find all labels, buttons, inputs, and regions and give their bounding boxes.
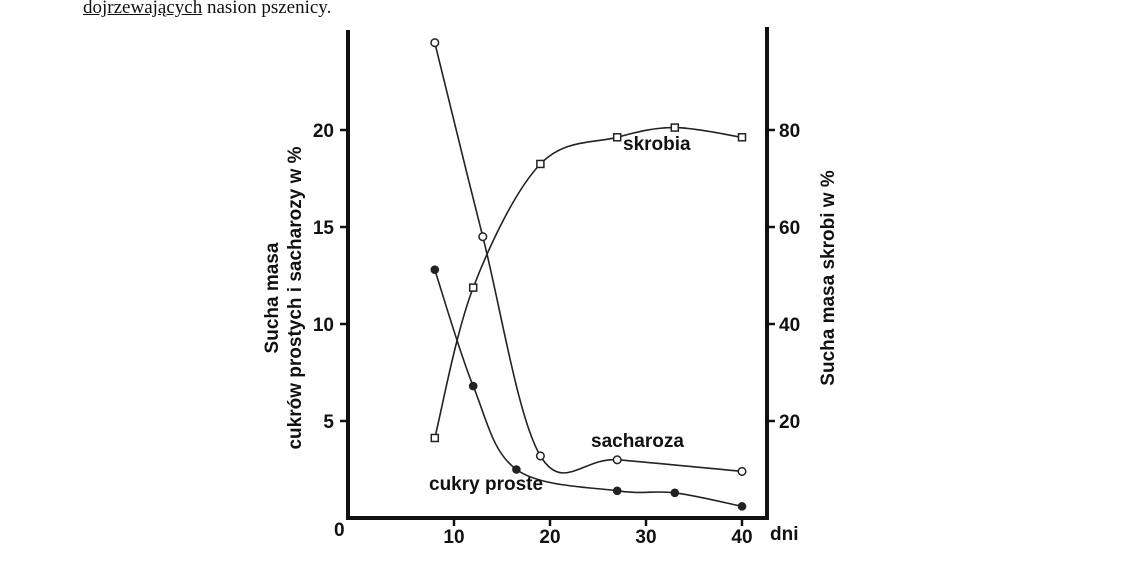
point-sacharoza (478, 232, 488, 242)
point-sacharoza (737, 466, 747, 476)
right-tick-label: 20 (779, 412, 800, 433)
x-unit-label: dni (770, 524, 799, 545)
x-tick-label: 40 (731, 527, 752, 548)
caption-underlined-word: dojrzewających (83, 0, 203, 18)
series-markers (430, 38, 747, 511)
figure-caption: dojrzewających nasion pszenicy. (83, 0, 331, 19)
left-tick-label: 15 (313, 218, 335, 239)
series-line-sacharoza (434, 42, 743, 474)
point-skrobia (536, 159, 545, 169)
point-sacharoza (535, 451, 545, 461)
caption-rest: nasion pszenicy. (202, 0, 332, 18)
left-tick-label: 20 (313, 121, 334, 142)
left-tick-label: 10 (313, 315, 334, 336)
point-sacharoza (612, 455, 622, 465)
point-sacharoza (430, 38, 440, 48)
point-cukry-proste (670, 488, 680, 498)
point-skrobia (612, 133, 622, 142)
right-axis-title: Sucha masa skrobi w % (818, 170, 839, 386)
point-cukry-proste (468, 381, 478, 391)
x-tick-label: 30 (635, 527, 656, 548)
point-skrobia (468, 283, 478, 292)
left-tick-label: 5 (323, 412, 334, 433)
series-lines (434, 42, 743, 508)
point-skrobia (737, 133, 747, 142)
left-axis-title-line1: Sucha masa (262, 242, 283, 353)
right-tick-label: 40 (779, 315, 800, 336)
point-cukry-proste (612, 486, 622, 496)
point-cukry-proste (430, 265, 440, 274)
axes: 5 10 15 20 20 40 60 80 10 20 30 40 (313, 27, 800, 548)
point-cukry-proste (512, 465, 521, 474)
x-tick-label: 10 (443, 527, 464, 548)
series-label-skrobia: skrobia (623, 134, 691, 155)
point-cukry-proste (737, 502, 747, 511)
right-tick-label: 60 (779, 218, 800, 239)
left-axis-title-line2: cukrów prostych i sacharozy w % (285, 146, 306, 449)
series-label-sacharoza: sacharoza (591, 431, 684, 452)
right-tick-label: 80 (779, 121, 800, 142)
point-skrobia (670, 123, 680, 132)
x-tick-label: 20 (539, 527, 560, 548)
series-line-cukry-proste (434, 269, 743, 508)
series-label-cukry-proste: cukry proste (429, 474, 543, 495)
origin-label: 0 (334, 520, 345, 541)
series-line-skrobia (434, 126, 743, 439)
chart-labels: skrobia sacharoza cukry proste 0 dni Suc… (262, 134, 839, 545)
point-skrobia (430, 433, 440, 443)
